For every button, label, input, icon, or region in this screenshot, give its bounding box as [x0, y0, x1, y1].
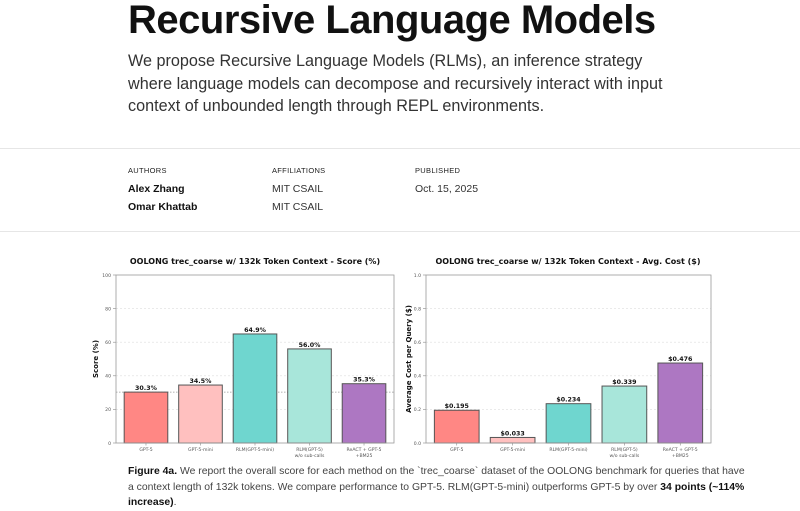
author-name: Alex Zhang: [128, 183, 185, 195]
affiliations-column: AFFILIATIONS MIT CSAIL MIT CSAIL: [272, 166, 325, 216]
x-tick-label: RLM(GPT-5-mini): [236, 447, 274, 453]
x-tick-label: GPT-5-mini: [188, 447, 213, 453]
x-tick-label: +BM25: [672, 453, 689, 459]
affiliation: MIT CSAIL: [272, 183, 324, 195]
y-tick-label: 0.0: [414, 441, 421, 447]
caption-label: Figure 4a.: [128, 466, 178, 477]
data-label: 64.9%: [244, 327, 267, 334]
y-tick-label: 100: [102, 273, 111, 279]
y-tick-label: 20: [105, 407, 111, 413]
caption-end: .: [173, 497, 177, 508]
x-tick-label: RLM(GPT-5-mini): [549, 447, 587, 453]
cost-chart: OOLONG trec_coarse w/ 132k Token Context…: [405, 257, 712, 459]
y-tick-label: 1.0: [414, 273, 421, 279]
data-label: $0.033: [500, 430, 524, 437]
bar: [657, 362, 704, 444]
published-column: PUBLISHED Oct. 15, 2025: [415, 166, 478, 198]
y-axis-label: Score (%): [92, 340, 100, 378]
chart-title: OOLONG trec_coarse w/ 132k Token Context…: [130, 257, 380, 266]
x-tick-label: GPT-5: [139, 447, 152, 453]
data-label: $0.234: [556, 397, 581, 404]
x-tick-label: GPT-5: [450, 447, 463, 453]
y-tick-label: 80: [105, 306, 111, 312]
data-label: $0.476: [668, 356, 693, 363]
y-tick-label: 0.6: [414, 340, 421, 346]
x-tick-label: w/o sub-calls: [610, 453, 640, 459]
bar: [341, 383, 387, 444]
data-label: $0.339: [612, 379, 636, 386]
y-tick-label: 0.4: [414, 374, 421, 380]
x-tick-label: RLM(GPT-5): [296, 447, 323, 453]
bar: [489, 436, 536, 444]
data-label: 35.3%: [353, 377, 376, 384]
data-label: 34.5%: [190, 378, 213, 385]
authors-column: AUTHORS Alex Zhang Omar Khattab: [128, 166, 197, 216]
bar: [287, 348, 332, 444]
bar: [601, 385, 648, 444]
y-tick-label: 0.2: [414, 407, 421, 413]
figure-caption: Figure 4a. We report the overall score f…: [128, 464, 748, 511]
author-name: Omar Khattab: [128, 201, 198, 213]
published-label: PUBLISHED: [415, 166, 461, 175]
authors-label: AUTHORS: [128, 166, 167, 175]
divider-top: [0, 148, 800, 149]
x-tick-label: ReACT + GPT-5: [347, 447, 382, 453]
page-title: Recursive Language Models: [128, 0, 656, 42]
abstract: We propose Recursive Language Models (RL…: [128, 52, 663, 115]
bar: [433, 409, 480, 444]
published-date: Oct. 15, 2025: [415, 183, 479, 195]
data-label: 56.0%: [299, 342, 322, 349]
chart-title: OOLONG trec_coarse w/ 132k Token Context…: [435, 257, 700, 266]
x-tick-label: RLM(GPT-5): [611, 447, 638, 453]
y-axis-label: Average Cost per Query ($): [405, 305, 413, 413]
y-tick-label: 40: [105, 374, 111, 380]
x-tick-label: +BM25: [356, 453, 373, 459]
x-tick-label: ReACT + GPT-5: [663, 447, 698, 453]
divider-bottom: [0, 231, 800, 232]
affiliations-label: AFFILIATIONS: [272, 166, 326, 175]
x-tick-label: w/o sub-calls: [295, 453, 325, 459]
bar: [545, 403, 592, 444]
caption-text: We report the overall score for each met…: [128, 466, 745, 493]
data-label: 30.3%: [135, 385, 158, 392]
data-label: $0.195: [445, 403, 469, 410]
plot-frame: [115, 274, 395, 444]
bar: [123, 391, 169, 444]
plot-frame: [425, 274, 712, 444]
affiliation: MIT CSAIL: [272, 201, 324, 213]
score-chart: OOLONG trec_coarse w/ 132k Token Context…: [92, 257, 395, 459]
y-tick-label: 0: [108, 441, 111, 447]
y-tick-label: 60: [105, 340, 111, 346]
bar: [232, 333, 278, 444]
bar: [178, 384, 223, 444]
y-tick-label: 0.8: [414, 306, 421, 312]
x-tick-label: GPT-5-mini: [500, 447, 525, 453]
